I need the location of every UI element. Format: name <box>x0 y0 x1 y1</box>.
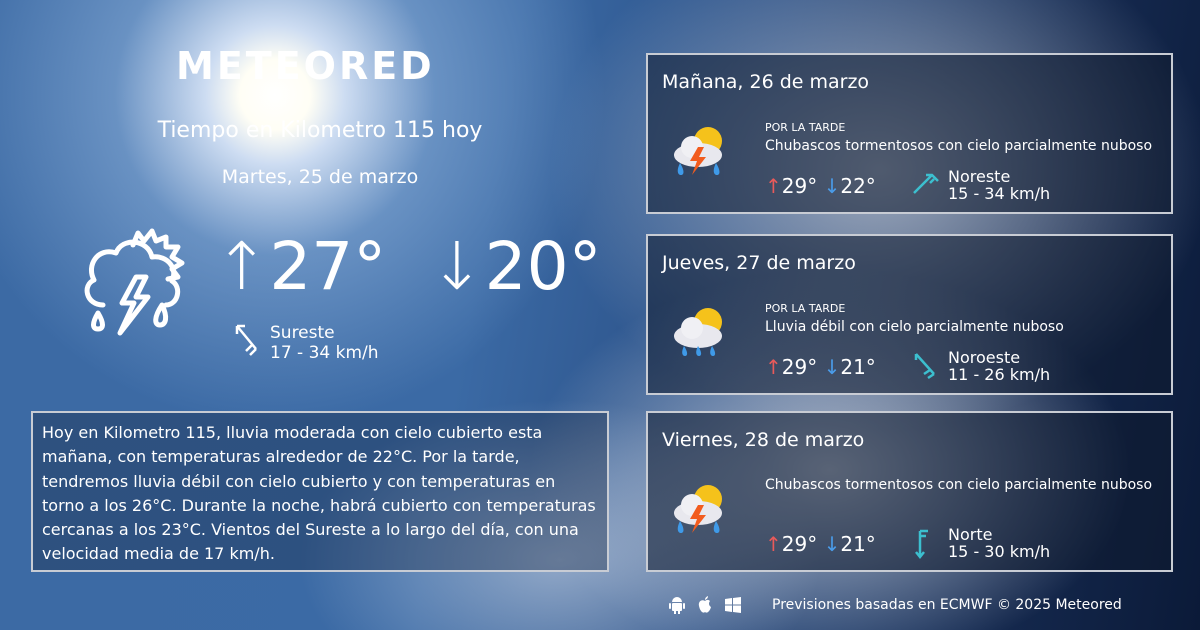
forecast-wind-speed: 15 - 30 km/h <box>948 542 1051 561</box>
wind-northeast-icon <box>913 173 939 194</box>
page-title: Tiempo en Kilometro 115 hoy <box>157 118 483 143</box>
thunderstorm-icon <box>674 485 722 533</box>
forecast-wind-direction: Noroeste <box>948 348 1021 367</box>
forecast-condition: Chubascos tormentosos con cielo parcialm… <box>765 477 1153 493</box>
forecast-min: 22° <box>840 174 876 198</box>
today-description: Hoy en Kilometro 115, lluvia moderada co… <box>31 411 609 572</box>
footer-credits: Previsiones basadas en ECMWF © 2025 Mete… <box>772 597 1122 613</box>
forecast-period: POR LA TARDE <box>765 121 846 134</box>
forecast-min: 21° <box>840 532 876 556</box>
thunderstorm-icon <box>674 127 722 175</box>
forecast-card-day-3[interactable]: Viernes, 28 de marzo Chubascos tormentos… <box>646 411 1173 572</box>
forecast-condition: Chubascos tormentosos con cielo parcialm… <box>765 138 1153 154</box>
today-wind: Sureste 17 - 34 km/h <box>234 323 379 363</box>
forecast-wind-direction: Noreste <box>948 167 1011 186</box>
forecast-card-day-2[interactable]: Jueves, 27 de marzo POR LA TARDE Lluvia … <box>646 234 1173 395</box>
forecast-day: Mañana, 26 de marzo <box>662 71 870 93</box>
forecast-temps: ↑29° ↓22° <box>765 174 876 198</box>
windows-icon[interactable] <box>724 596 742 614</box>
thunderstorm-sun-rain-icon <box>84 228 185 336</box>
today-date: Martes, 25 de marzo <box>221 166 419 188</box>
wind-north-icon <box>915 529 928 559</box>
forecast-day: Jueves, 27 de marzo <box>662 252 856 274</box>
footer: Previsiones basadas en ECMWF © 2025 Mete… <box>668 596 1122 614</box>
today-wind-speed: 17 - 34 km/h <box>270 343 379 363</box>
forecast-min: 21° <box>840 355 876 379</box>
wind-southeast-icon <box>235 324 257 356</box>
today-max-value: 27° <box>269 228 387 305</box>
forecast-wind-speed: 11 - 26 km/h <box>948 365 1051 384</box>
wind-northwest-icon <box>914 353 935 380</box>
apple-icon[interactable] <box>696 596 714 614</box>
forecast-wind-direction: Norte <box>948 525 993 544</box>
forecast-period: POR LA TARDE <box>765 302 846 315</box>
forecast-wind-speed: 15 - 34 km/h <box>948 184 1051 203</box>
forecast-max: 29° <box>781 355 818 379</box>
forecast-condition: Lluvia débil con cielo parcialmente nubo… <box>765 319 1064 335</box>
forecast-day: Viernes, 28 de marzo <box>662 429 865 451</box>
today-max: ↑27° <box>214 228 387 305</box>
forecast-card-day-1[interactable]: Mañana, 26 de marzo POR LA TARDE Chubasc… <box>646 53 1173 214</box>
today-wind-direction: Sureste <box>270 323 335 343</box>
today-temperatures: ↑27° ↓20° <box>214 228 624 305</box>
today-min: ↓20° <box>429 228 602 305</box>
today-min-value: 20° <box>484 228 602 305</box>
light-rain-icon <box>674 308 722 356</box>
forecast-temps: ↑29° ↓21° <box>765 355 876 379</box>
forecast-max: 29° <box>781 532 818 556</box>
android-icon[interactable] <box>668 596 686 614</box>
forecast-temps: ↑29° ↓21° <box>765 532 876 556</box>
forecast-max: 29° <box>781 174 818 198</box>
meteored-logo[interactable]: METEORED <box>176 44 435 88</box>
